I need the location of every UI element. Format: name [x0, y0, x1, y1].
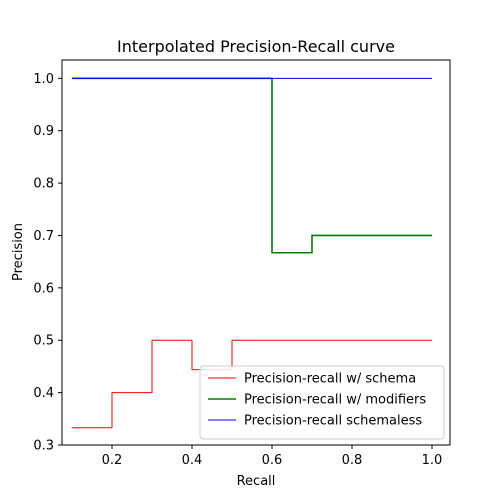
legend-label-1: Precision-recall w/ schema — [244, 372, 416, 387]
y-tick-label: 0.6 — [33, 281, 54, 296]
x-tick-label: 0.6 — [262, 453, 283, 468]
x-axis-title: Recall — [237, 474, 276, 489]
y-tick-label: 0.4 — [33, 386, 54, 401]
legend: Precision-recall w/ schema Precision-reca… — [199, 365, 445, 440]
x-tick-label: 1.0 — [422, 453, 443, 468]
y-tick-label: 0.8 — [33, 177, 54, 192]
y-axis-title: Precision — [11, 223, 26, 281]
y-tick-label: 0.5 — [33, 334, 54, 349]
y-tick-label: 0.3 — [33, 439, 54, 454]
plot-frame — [61, 59, 451, 446]
x-tick-label: 0.8 — [342, 453, 363, 468]
legend-label-3: Precision-recall schemaless — [244, 414, 422, 429]
y-tick-label: 1.0 — [33, 72, 54, 87]
chart-title: Interpolated Precision-Recall curve — [117, 37, 395, 56]
x-tick-label: 0.4 — [182, 453, 203, 468]
y-tick-label: 0.9 — [33, 124, 54, 139]
x-axis: 0.2 0.4 0.6 0.8 1.0 — [102, 445, 443, 468]
legend-box — [199, 365, 445, 440]
series-line-2 — [72, 77, 432, 254]
y-tick-label: 0.7 — [33, 229, 54, 244]
legend-label-2: Precision-recall w/ modifiers — [244, 393, 426, 408]
x-tick-label: 0.2 — [102, 453, 123, 468]
y-axis: 0.3 0.4 0.5 0.6 0.7 0.8 0.9 1.0 — [33, 72, 62, 454]
